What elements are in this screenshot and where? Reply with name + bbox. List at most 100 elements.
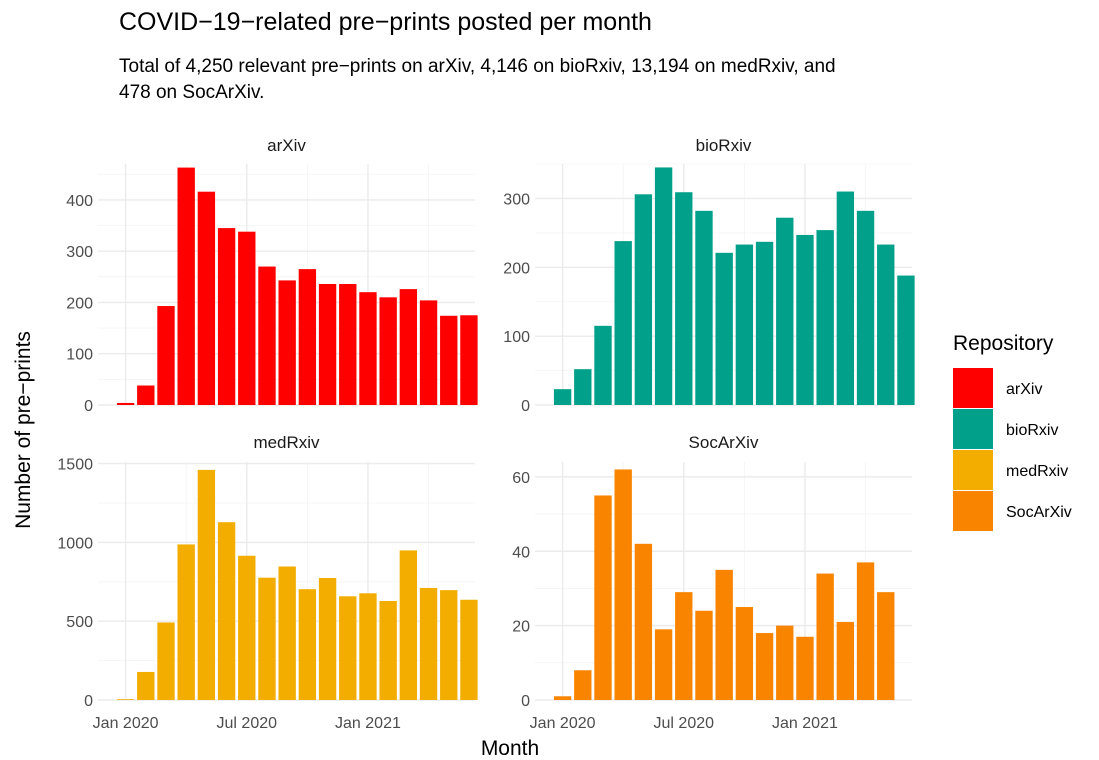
y-tick-label: 100 — [66, 347, 93, 364]
y-tick-label: 200 — [66, 295, 93, 312]
bar — [440, 315, 458, 405]
bar — [116, 402, 135, 405]
bar — [217, 522, 236, 700]
bar — [695, 210, 713, 405]
y-tick-label: 0 — [84, 693, 93, 710]
chart-title: COVID−19−related pre−prints posted per m… — [119, 8, 652, 36]
bar — [177, 167, 195, 405]
bar — [634, 543, 653, 700]
bar — [419, 587, 438, 700]
chart-subtitle-line-2: 478 on SocArXiv. — [119, 82, 264, 103]
bar — [816, 573, 834, 700]
bar — [460, 599, 478, 700]
bar — [574, 369, 592, 405]
bar — [258, 266, 276, 405]
bar — [553, 389, 572, 405]
bar — [197, 191, 216, 405]
bar — [177, 544, 195, 700]
bar — [359, 593, 377, 700]
y-tick-label: 300 — [503, 191, 530, 208]
bar — [298, 589, 317, 700]
bar — [816, 230, 834, 405]
bar — [157, 622, 175, 700]
bar — [379, 601, 397, 700]
y-tick-label: 0 — [521, 693, 530, 710]
bar — [278, 566, 296, 700]
bar — [877, 592, 895, 700]
y-tick-label: 200 — [503, 260, 530, 277]
bar — [574, 670, 592, 700]
bar — [715, 252, 733, 405]
bar — [836, 191, 855, 405]
bar — [796, 234, 814, 405]
bar — [278, 280, 296, 405]
x-tick-label: Jan 2021 — [335, 715, 401, 732]
bar — [856, 210, 875, 405]
y-tick-label: 400 — [66, 193, 93, 210]
bar — [197, 469, 216, 700]
legend-swatch — [953, 450, 993, 490]
bar — [796, 636, 814, 700]
facet-strip-label: medRxiv — [253, 433, 320, 452]
bar — [137, 671, 155, 700]
bar — [238, 555, 256, 700]
facet-arxiv: 0 100 200 300 400 arXiv — [66, 136, 478, 415]
bar — [654, 167, 673, 405]
bar — [399, 289, 418, 405]
bar — [318, 578, 337, 700]
bar — [695, 610, 713, 700]
bar — [735, 607, 754, 700]
y-tick-label: 40 — [512, 544, 530, 561]
facet-medrxiv: 0 500 1000 1500 Jan 2020 Jul 2020 Jan 2021 medR… — [57, 433, 478, 732]
legend-swatch — [953, 368, 993, 408]
bar — [339, 596, 357, 700]
bar — [116, 699, 135, 700]
bar — [594, 495, 612, 700]
facet-strip-label: SocArXiv — [689, 433, 759, 452]
bar — [614, 469, 632, 700]
y-axis-title: Number of pre−prints — [12, 331, 35, 529]
bar — [460, 315, 478, 405]
bar — [379, 297, 397, 405]
bar — [217, 228, 236, 405]
bar — [776, 217, 794, 405]
legend: Repository arXiv bioRxiv medRxiv SocArXiv — [953, 332, 1072, 531]
facet-strip-label: bioRxiv — [696, 136, 752, 155]
facet-strip-label: arXiv — [267, 136, 306, 155]
bar — [715, 569, 733, 700]
y-tick-label: 0 — [521, 398, 530, 415]
x-tick-label: Jan 2020 — [93, 715, 159, 732]
bar — [238, 231, 256, 405]
bar — [258, 577, 276, 700]
x-tick-label: Jan 2020 — [530, 715, 596, 732]
bar — [318, 283, 337, 405]
y-tick-label: 1000 — [57, 535, 93, 552]
bar — [634, 194, 653, 405]
bar — [553, 696, 572, 700]
y-tick-label: 0 — [84, 398, 93, 415]
x-tick-label: Jul 2020 — [217, 715, 278, 732]
facet-socarxiv: 0 20 40 60 Jan 2020 Jul 2020 Jan 2021 SocArXiv — [512, 433, 912, 732]
y-tick-label: 500 — [66, 614, 93, 631]
bar — [339, 283, 357, 405]
bar — [440, 590, 458, 700]
bar — [836, 621, 855, 700]
bar — [755, 241, 774, 405]
legend-label: medRxiv — [1006, 463, 1068, 480]
bar — [897, 275, 915, 405]
chart-subtitle-line-1: Total of 4,250 relevant pre−prints on ar… — [119, 56, 836, 77]
bar — [877, 244, 895, 405]
y-tick-label: 300 — [66, 244, 93, 261]
bar — [675, 192, 693, 405]
x-tick-label: Jul 2020 — [654, 715, 715, 732]
bar — [399, 550, 418, 700]
legend-label: arXiv — [1006, 381, 1042, 398]
x-axis-title: Month — [481, 737, 539, 760]
facet-biorxiv: 0 100 200 300 bioRxiv — [503, 136, 915, 415]
bar — [776, 625, 794, 700]
bar — [419, 300, 438, 405]
bar — [654, 629, 673, 700]
bar — [359, 292, 377, 405]
bar — [755, 633, 774, 700]
